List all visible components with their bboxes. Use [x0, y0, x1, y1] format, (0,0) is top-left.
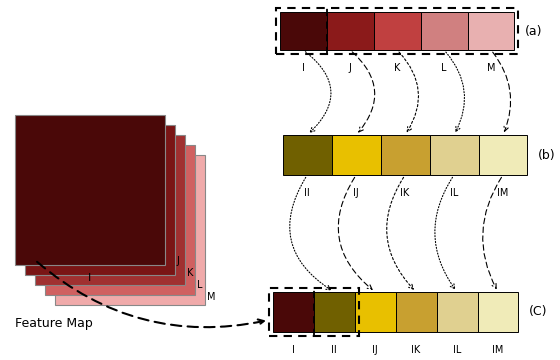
FancyArrowPatch shape — [446, 52, 465, 131]
Bar — [381, 135, 430, 175]
Text: Feature Map: Feature Map — [15, 317, 93, 330]
Text: II: II — [304, 188, 310, 198]
Text: I: I — [302, 63, 305, 73]
FancyArrowPatch shape — [352, 52, 375, 132]
Text: J: J — [177, 256, 180, 266]
FancyArrowPatch shape — [338, 177, 372, 289]
Text: J: J — [349, 63, 352, 73]
Bar — [468, 12, 515, 50]
Text: I: I — [88, 273, 91, 283]
FancyArrowPatch shape — [399, 52, 418, 132]
Bar — [374, 12, 421, 50]
Text: IL: IL — [453, 345, 461, 355]
Text: (b): (b) — [538, 149, 555, 162]
FancyArrowPatch shape — [305, 52, 331, 132]
FancyArrowPatch shape — [493, 52, 511, 131]
Text: I: I — [292, 345, 295, 355]
Text: IJ: IJ — [353, 188, 359, 198]
Text: L: L — [197, 280, 202, 290]
Bar — [478, 292, 519, 332]
Bar — [437, 292, 478, 332]
Text: IM: IM — [497, 188, 508, 198]
Bar — [15, 115, 165, 265]
Text: L: L — [441, 63, 447, 73]
FancyArrowPatch shape — [290, 177, 331, 290]
Bar — [430, 135, 478, 175]
Text: IJ: IJ — [372, 345, 378, 355]
Text: (a): (a) — [525, 24, 542, 37]
Text: IK: IK — [400, 188, 410, 198]
FancyArrowPatch shape — [387, 177, 413, 289]
Text: IK: IK — [412, 345, 421, 355]
Text: IL: IL — [450, 188, 458, 198]
Bar — [25, 125, 175, 275]
Text: K: K — [187, 268, 193, 278]
Bar — [269, 288, 358, 336]
Text: M: M — [487, 63, 495, 73]
Text: IM: IM — [492, 345, 503, 355]
Bar — [395, 292, 437, 332]
Text: M: M — [207, 292, 215, 302]
Bar — [421, 12, 468, 50]
Bar — [283, 135, 332, 175]
Bar — [45, 145, 195, 295]
Bar — [35, 135, 185, 285]
Text: K: K — [394, 63, 400, 73]
Bar — [314, 292, 354, 332]
FancyArrowPatch shape — [483, 177, 501, 288]
Text: (C): (C) — [529, 306, 547, 319]
Bar — [478, 135, 528, 175]
Bar — [279, 12, 326, 50]
Bar — [326, 12, 374, 50]
Bar — [273, 292, 314, 332]
Text: II: II — [332, 345, 337, 355]
Bar — [276, 8, 519, 54]
FancyArrowPatch shape — [435, 177, 455, 289]
Bar — [55, 155, 205, 305]
Bar — [332, 135, 381, 175]
Bar — [354, 292, 395, 332]
